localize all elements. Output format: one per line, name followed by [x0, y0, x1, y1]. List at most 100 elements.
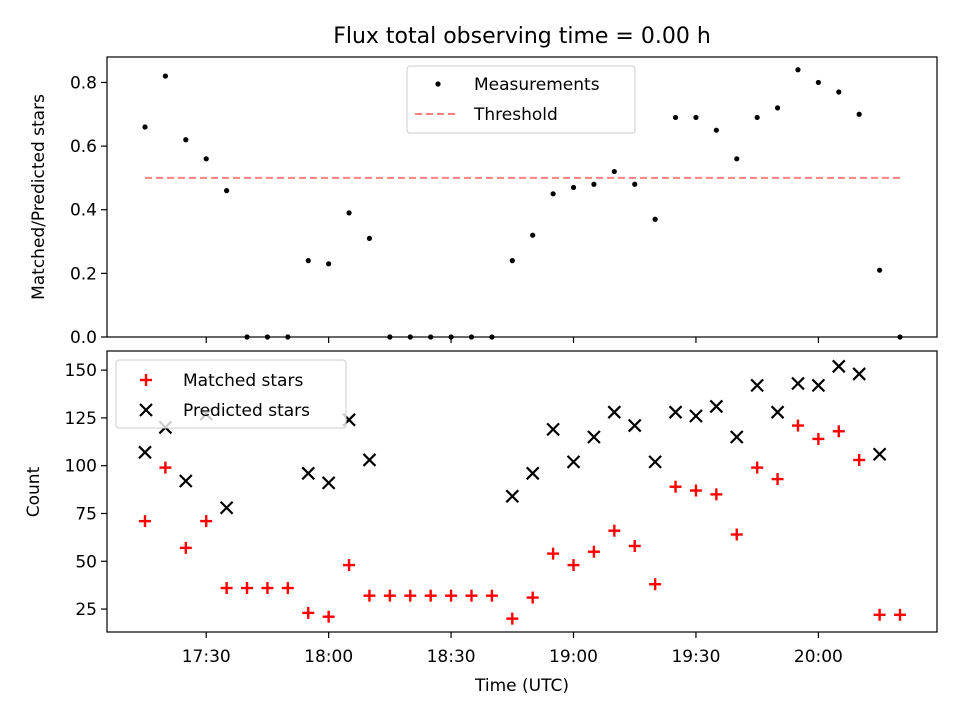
- matched-point: [791, 419, 804, 432]
- bottom-xtick-label: 19:00: [549, 647, 598, 667]
- measurement-point: [142, 124, 148, 130]
- measurement-point: [224, 188, 230, 194]
- measurement-point: [530, 232, 536, 238]
- measurement-point: [754, 114, 760, 121]
- legend-measurements-marker: [435, 81, 441, 87]
- top-ytick-label: 0.8: [70, 73, 97, 93]
- measurement-point: [734, 156, 740, 162]
- matched-point: [363, 589, 376, 602]
- predicted-point: [138, 445, 152, 460]
- predicted-point: [362, 453, 377, 467]
- predicted-point: [709, 399, 724, 414]
- predicted-point: [627, 418, 642, 433]
- bottom-xlabel: Time (UTC): [474, 676, 569, 696]
- predicted-point: [179, 474, 193, 488]
- matched-point: [853, 453, 866, 466]
- chart-title: Flux total observing time = 0.00 h: [333, 24, 711, 49]
- predicted-point: [546, 422, 560, 437]
- matched-point: [730, 528, 743, 541]
- legend-predicted-label: Predicted stars: [183, 401, 310, 421]
- legend-matched-label: Matched stars: [183, 371, 303, 391]
- bottom-x-ticks: 17:30 18:00 18:30 19:00 19:30 20:00: [182, 632, 843, 667]
- predicted-point: [729, 430, 744, 444]
- measurement-point: [366, 235, 373, 241]
- measurement-point: [591, 181, 597, 187]
- matched-point: [200, 515, 213, 528]
- predicted-point: [689, 409, 703, 423]
- top-ytick-label: 0.2: [70, 264, 97, 284]
- matched-point: [894, 608, 906, 621]
- ratio-panel: Flux total observing time = 0.00 h Match…: [29, 24, 938, 348]
- matched-point: [261, 582, 274, 595]
- measurement-point: [876, 267, 883, 273]
- matched-point: [873, 608, 886, 621]
- matched-point: [404, 589, 417, 602]
- matched-point: [649, 578, 662, 591]
- measurement-point: [693, 114, 699, 121]
- predicted-point: [750, 378, 764, 393]
- matched-point: [628, 539, 641, 552]
- predicted-point: [525, 466, 540, 481]
- bottom-ytick-label: 25: [75, 600, 97, 620]
- predicted-point: [321, 476, 336, 490]
- bottom-xtick-label: 20:00: [794, 647, 843, 667]
- predicted-point: [668, 405, 683, 419]
- measurement-point: [570, 184, 577, 191]
- matched-point: [159, 461, 172, 474]
- matched-point: [485, 589, 498, 602]
- matched-point: [669, 480, 682, 493]
- measurement-point: [856, 111, 862, 117]
- predicted-point: [791, 376, 805, 391]
- measurement-point: [183, 137, 189, 143]
- measurement-point: [611, 168, 617, 175]
- bottom-ytick-label: 50: [75, 552, 97, 572]
- matched-point: [689, 484, 702, 497]
- matched-point: [812, 432, 825, 445]
- top-ytick-label: 0.4: [70, 201, 97, 221]
- top-legend-box: [406, 65, 636, 134]
- matched-point: [547, 547, 560, 560]
- predicted-point: [219, 500, 234, 515]
- bottom-xtick-label: 17:30: [182, 647, 231, 667]
- measurement-point: [550, 191, 556, 197]
- matched-point: [608, 524, 621, 537]
- measurement-point: [509, 258, 515, 264]
- top-ylabel: Matched/Predicted stars: [29, 94, 49, 300]
- matched-point: [587, 545, 600, 558]
- matched-point: [424, 589, 437, 602]
- top-data-marks: [142, 67, 903, 340]
- predicted-point: [852, 367, 866, 381]
- predicted-point: [770, 405, 785, 419]
- measurement-point: [632, 181, 638, 187]
- measurement-point: [305, 258, 311, 264]
- matched-point: [506, 612, 519, 625]
- matched-point: [383, 589, 396, 602]
- matched-point: [751, 461, 764, 474]
- measurement-point: [672, 114, 679, 121]
- measurement-point: [713, 127, 719, 133]
- legend-matched-marker: [140, 374, 152, 386]
- matched-point: [710, 488, 723, 501]
- predicted-point: [505, 489, 520, 504]
- predicted-point: [566, 455, 581, 469]
- top-ytick-label: 0.6: [70, 137, 97, 157]
- top-axes-frame: [106, 56, 938, 338]
- bottom-legend: Matched stars Predicted stars: [115, 359, 347, 429]
- matched-point: [526, 591, 539, 604]
- predicted-point: [587, 430, 601, 444]
- predicted-point: [607, 405, 622, 419]
- measurement-point: [203, 156, 209, 162]
- measurement-point: [815, 79, 821, 86]
- measurement-point: [774, 105, 781, 111]
- bottom-xtick-label: 18:00: [304, 647, 353, 667]
- matched-point: [220, 582, 233, 595]
- matched-point: [567, 559, 580, 572]
- matched-point: [322, 610, 335, 623]
- matched-point: [241, 582, 254, 595]
- bottom-ylabel: Count: [24, 466, 44, 517]
- measurement-point: [346, 210, 352, 216]
- measurement-point: [795, 67, 801, 73]
- bottom-xtick-label: 19:30: [671, 647, 720, 667]
- matched-point: [445, 589, 458, 602]
- predicted-point: [301, 466, 316, 481]
